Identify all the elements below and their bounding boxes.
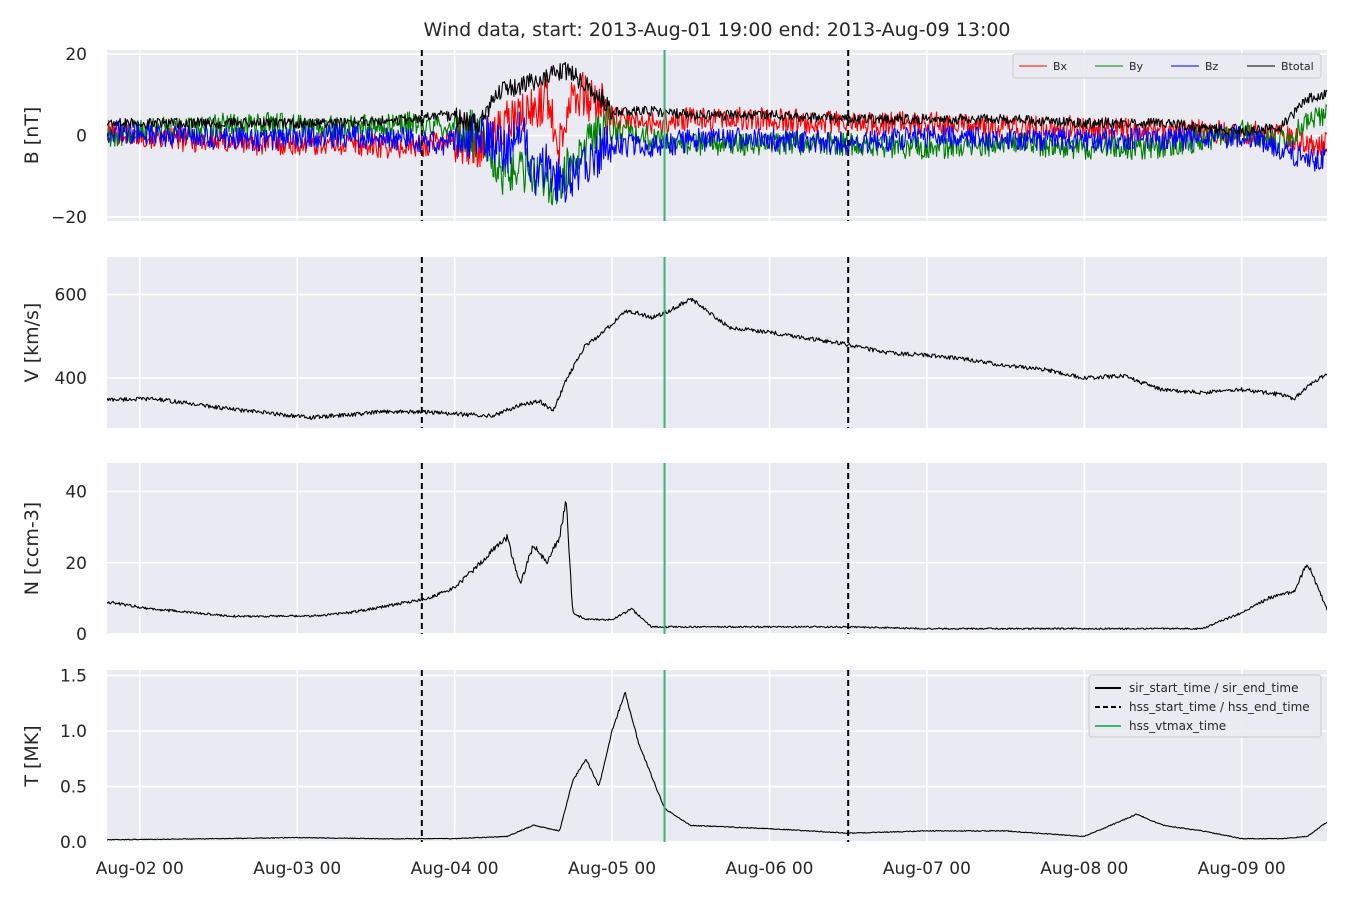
- legend-label-bx: Bx: [1053, 60, 1068, 73]
- y-tick-label: 400: [55, 369, 87, 389]
- y-tick-label: 0: [76, 127, 87, 147]
- y-tick-label: 1.5: [60, 667, 87, 687]
- y-tick-label: −20: [51, 208, 87, 228]
- legend-box: [1088, 674, 1322, 738]
- x-tick-label: Aug-09 00: [1198, 859, 1286, 879]
- x-tick-label: Aug-03 00: [253, 859, 341, 879]
- y-axis-label: N [ccm-3]: [21, 502, 43, 595]
- y-tick-label: 1.0: [60, 722, 87, 742]
- series-group: [107, 692, 1327, 841]
- x-tick-label: Aug-05 00: [568, 859, 656, 879]
- panels: −20 0 20 B [nT] 400 600 V [km/s] 0 20 40 N [ccm-3]…: [21, 45, 1327, 853]
- y-axis-label: B [nT]: [21, 107, 43, 165]
- x-tick-label: Aug-07 00: [883, 859, 971, 879]
- y-tick-label: 0: [76, 625, 87, 645]
- plot-area: [107, 463, 1327, 634]
- x-tick-label: Aug-04 00: [411, 859, 499, 879]
- y-tick-label: 40: [65, 483, 87, 503]
- x-tick-label: Aug-06 00: [725, 859, 813, 879]
- panel-2: 400 600 V [km/s]: [21, 257, 1327, 428]
- series-group: [107, 297, 1327, 421]
- plot-area: [107, 257, 1327, 428]
- legend-label-bz: Bz: [1205, 60, 1219, 73]
- series-line: [107, 692, 1327, 841]
- vtmax-legend-label: hss_vtmax_time: [1129, 719, 1226, 733]
- x-tick-label: Aug-08 00: [1040, 859, 1128, 879]
- legend-events: sir_start_time / sir_end_time hss_start_t…: [1088, 674, 1322, 738]
- panel-3: 0 20 40 N [ccm-3]: [21, 463, 1327, 645]
- series-btotal-line: [107, 61, 1327, 137]
- series-group: [107, 501, 1327, 630]
- y-axis-label: T [MK]: [21, 725, 43, 787]
- x-axis: Aug-02 00 Aug-03 00 Aug-04 00 Aug-05 00 Aug-…: [96, 859, 1286, 879]
- legend-b: Bx By Bz Btotal: [1012, 53, 1322, 79]
- series-line: [107, 501, 1327, 630]
- y-axis-label: V [km/s]: [21, 303, 43, 383]
- y-tick-label: 20: [65, 554, 87, 574]
- hss-legend-label: hss_start_time / hss_end_time: [1129, 700, 1310, 714]
- legend-box: [1012, 53, 1322, 79]
- y-tick-label: 20: [65, 45, 87, 65]
- series-bz-line: [107, 111, 1327, 203]
- series-line: [107, 297, 1327, 421]
- chart-title: Wind data, start: 2013-Aug-01 19:00 end:…: [423, 19, 1010, 41]
- sir-legend-label: sir_start_time / sir_end_time: [1129, 681, 1299, 695]
- legend-label-by: By: [1129, 60, 1144, 73]
- y-tick-label: 0.5: [60, 778, 87, 798]
- legend-label-btotal: Btotal: [1281, 60, 1314, 73]
- y-tick-label: 600: [55, 286, 87, 306]
- x-tick-label: Aug-02 00: [96, 859, 184, 879]
- y-tick-label: 0.0: [60, 833, 87, 853]
- series-group: [107, 61, 1327, 206]
